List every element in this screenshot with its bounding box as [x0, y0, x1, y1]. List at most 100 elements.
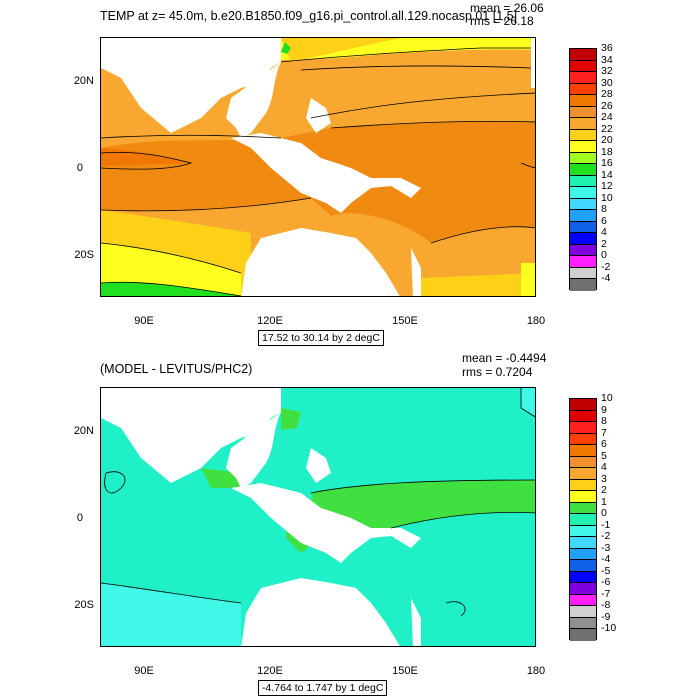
- panel1-colorbar-swatch: [570, 164, 596, 176]
- panel1-colorbar-label: 24: [601, 111, 613, 124]
- panel1-colorbar-label: 8: [601, 203, 607, 216]
- panel1-colorbar-label: 20: [601, 134, 613, 147]
- panel1-colorbar-label: 6: [601, 214, 607, 227]
- panel2-colorbar-label: -7: [601, 587, 611, 600]
- panel1-xtick-150e: 150E: [392, 315, 418, 327]
- panel1-colorbar-label: 4: [601, 226, 607, 239]
- panel1-colorbar-swatch: [570, 72, 596, 84]
- panel1-map: [100, 37, 536, 297]
- panel2-colorbar-label: -1: [601, 518, 611, 531]
- panel1-colorbar-label: -4: [601, 272, 611, 285]
- panel2-colorbar-swatch: [570, 548, 596, 561]
- panel2-colorbar-swatch: [570, 629, 596, 641]
- panel1-ytick-20s: 20S: [74, 249, 94, 261]
- panel2-colorbar-label: 4: [601, 461, 607, 474]
- panel1-ytick-20n: 20N: [73, 75, 94, 87]
- panel2-colorbar-label: 10: [601, 392, 613, 404]
- panel2-colorbar-label: 6: [601, 438, 607, 451]
- panel1-colorbar-swatch: [570, 244, 596, 257]
- panel1-colorbar-swatch: [570, 256, 596, 268]
- panel2-colorbar-swatch: [570, 456, 596, 469]
- panel1-xtick-120e: 120E: [257, 315, 283, 327]
- panel2-colorbar-label: -6: [601, 576, 611, 589]
- panel2-xtick-180: 180: [526, 665, 546, 677]
- panel2-colorbar-label: 0: [601, 507, 607, 520]
- panel1-colorbar-label: 30: [601, 76, 613, 89]
- panel2-colorbar-label: -3: [601, 541, 611, 554]
- panel1-colorbar-label: -2: [601, 260, 611, 273]
- panel2-map-field: [101, 388, 535, 646]
- panel2-ytick-20n: 20N: [73, 425, 94, 437]
- panel2-colorbar-swatch: [570, 422, 596, 434]
- panel2-colorbar: [569, 398, 597, 641]
- panel1-colorbar-label: 36: [601, 42, 613, 54]
- panel1-colorbar-swatch: [570, 83, 596, 96]
- panel2-colorbar-label: 5: [601, 449, 607, 462]
- panel1-colorbar-label: 34: [601, 53, 613, 66]
- panel2-rms: rms = 0.7204: [462, 365, 533, 379]
- panel2-colorbar-swatch: [570, 537, 596, 549]
- panel1-colorbar-swatch: [570, 129, 596, 142]
- panel2-colorbar-swatch: [570, 479, 596, 492]
- panel2-ytick-20s: 20S: [74, 599, 94, 611]
- panel1-ytick-0: 0: [76, 162, 83, 174]
- panel1-colorbar-swatch: [570, 187, 596, 199]
- panel1-colorbar: [569, 48, 597, 291]
- panel2-colorbar-label: -8: [601, 599, 611, 612]
- panel1-colorbar-label: 0: [601, 249, 607, 262]
- panel2-ytick-0: 0: [76, 512, 83, 524]
- panel2-colorbar-label: -4: [601, 553, 611, 566]
- panel2-xtick-150e: 150E: [392, 665, 418, 677]
- panel1-colorbar-label: 22: [601, 122, 613, 135]
- panel2-colorbar-swatch: [570, 606, 596, 618]
- panel1-colorbar-swatch: [570, 233, 596, 245]
- panel2-range-label: -4.764 to 1.747 by 1 degC: [258, 680, 388, 696]
- panel2-colorbar-swatch: [570, 594, 596, 607]
- panel2-colorbar-swatch: [570, 445, 596, 457]
- panel2-map: [100, 387, 536, 647]
- panel1-colorbar-swatch: [570, 118, 596, 130]
- panel2-colorbar-swatch: [570, 410, 596, 423]
- panel2-colorbar-swatch: [570, 433, 596, 446]
- panel2-colorbar-swatch: [570, 617, 596, 630]
- panel1-colorbar-swatch: [570, 267, 596, 280]
- panel1-colorbar-label: 10: [601, 191, 613, 204]
- panel1-colorbar-swatch: [570, 175, 596, 188]
- panel2-colorbar-label: -2: [601, 530, 611, 543]
- panel2-colorbar-swatch: [570, 514, 596, 526]
- panel1-colorbar-swatch: [570, 279, 596, 291]
- panel2-colorbar-label: 1: [601, 495, 607, 508]
- panel1-range-label: 17.52 to 30.14 by 2 degC: [258, 330, 384, 346]
- panel2-mean: mean = -0.4494: [462, 351, 547, 365]
- panel2-colorbar-label: 2: [601, 484, 607, 497]
- panel2-colorbar-swatch: [570, 571, 596, 584]
- panel2-colorbar-swatch: [570, 502, 596, 515]
- panel2-colorbar-swatch: [570, 399, 596, 411]
- panel1-rms: rms = 26.18: [470, 14, 534, 28]
- panel2-colorbar-swatch: [570, 583, 596, 595]
- panel1-colorbar-swatch: [570, 49, 596, 61]
- panel2-colorbar-swatch: [570, 468, 596, 480]
- panel1-colorbar-swatch: [570, 106, 596, 119]
- panel1-colorbar-label: 32: [601, 65, 613, 78]
- panel1-colorbar-swatch: [570, 152, 596, 165]
- panel2-colorbar-label: 9: [601, 403, 607, 416]
- panel1-colorbar-swatch: [570, 60, 596, 73]
- panel2-colorbar-swatch: [570, 525, 596, 538]
- panel2-xtick-90e: 90E: [134, 665, 154, 677]
- panel2-colorbar-swatch: [570, 560, 596, 572]
- panel2-colorbar-label: 8: [601, 415, 607, 428]
- panel1-xtick-180: 180: [526, 315, 546, 327]
- panel2-title: (MODEL - LEVITUS/PHC2): [100, 362, 253, 376]
- panel2-colorbar-swatch: [570, 491, 596, 503]
- panel1-colorbar-label: 28: [601, 88, 613, 101]
- panel2-xtick-120e: 120E: [257, 665, 283, 677]
- panel1-colorbar-label: 16: [601, 157, 613, 170]
- panel2-colorbar-label: -9: [601, 610, 611, 623]
- panel1-colorbar-swatch: [570, 141, 596, 153]
- panel2-colorbar-label: 3: [601, 472, 607, 485]
- panel2-colorbar-label: 7: [601, 426, 607, 439]
- panel1-colorbar-label: 26: [601, 99, 613, 112]
- panel1-colorbar-swatch: [570, 210, 596, 222]
- panel1-colorbar-label: 18: [601, 145, 613, 158]
